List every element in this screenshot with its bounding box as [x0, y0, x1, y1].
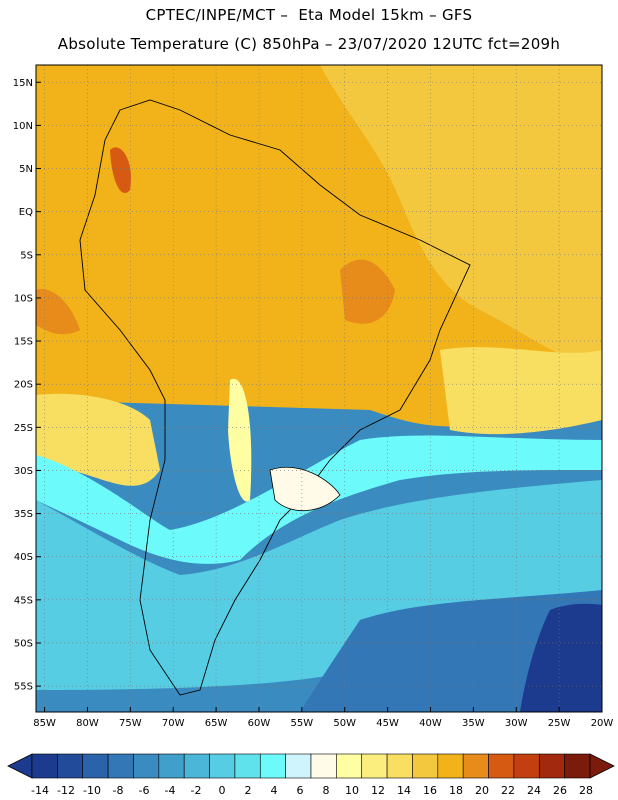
colorbar-swatch	[31, 753, 58, 779]
lon-tick-label: 20W	[591, 718, 614, 729]
colorbar-swatch	[336, 753, 363, 779]
colorbar-swatch	[412, 753, 439, 779]
colorbar-label: -4	[165, 784, 176, 797]
colorbar-swatch	[538, 753, 565, 779]
map-field	[36, 65, 602, 712]
colorbar-label: 6	[297, 784, 304, 797]
lat-tick-label: 10N	[13, 121, 33, 132]
lat-tick-label: 50S	[14, 638, 33, 649]
lat-tick-label: 30S	[14, 466, 33, 477]
lon-tick-label: 85W	[33, 718, 56, 729]
colorbar-label: 26	[553, 784, 567, 797]
lat-tick-label: 25S	[14, 423, 33, 434]
lat-tick-label: 55S	[14, 682, 33, 693]
south-america-coastline	[79, 99, 471, 696]
lon-tick-label: 55W	[291, 718, 314, 729]
lon-tick-label: 70W	[162, 718, 185, 729]
colorbar-label: 14	[397, 784, 411, 797]
colorbar-label: 4	[271, 784, 278, 797]
lat-tick-label: 20S	[14, 380, 33, 391]
chart-title-line1: CPTEC/INPE/MCT – Eta Model 15km – GFS	[145, 6, 473, 24]
colorbar-low-arrow	[7, 753, 33, 779]
colorbar-label: -6	[139, 784, 150, 797]
colorbar-swatch	[564, 753, 591, 779]
colorbar-swatch	[57, 753, 84, 779]
map-gridlines	[36, 65, 603, 712]
chart-title-line2: Absolute Temperature (C) 850hPa – 23/07/…	[57, 35, 561, 53]
colorbar-swatch	[488, 753, 515, 779]
lon-tick-label: 35W	[462, 718, 485, 729]
lon-tick-label: 45W	[376, 718, 399, 729]
colorbar-label: 2	[245, 784, 252, 797]
field-land-yellow	[228, 378, 252, 502]
colorbar-swatch	[183, 753, 210, 779]
latitude-labels: 15N 10N 5N EQ 5S 10S 15S 20S 25S 30S 35S 40S 45S 50S 5…	[13, 78, 33, 693]
longitude-labels: 85W 80W 75W 70W 65W 60W 55W 50W 45W 40W 35W 30W 25W 2…	[33, 718, 613, 729]
colorbar-swatch	[209, 753, 236, 779]
map-frame	[35, 64, 603, 713]
field-subtropic-yellow	[440, 347, 602, 435]
colorbar-label: -14	[31, 784, 49, 797]
lon-tick-label: 65W	[205, 718, 228, 729]
lon-tick-label: 80W	[76, 718, 99, 729]
field-hot-core-andes	[110, 147, 131, 194]
lon-tick-label: 30W	[505, 718, 528, 729]
field-uruguay-area	[269, 466, 341, 512]
colorbar-swatch	[513, 753, 540, 779]
lat-tick-label: 45S	[14, 595, 33, 606]
field-atlantic-warm	[320, 65, 602, 370]
lat-tick-label: 5N	[19, 164, 33, 175]
lon-tick-label: 40W	[419, 718, 442, 729]
colorbar-label: 18	[449, 784, 463, 797]
field-hot-core-pacific	[36, 289, 80, 335]
colorbar-label: 16	[423, 784, 437, 797]
colorbar-label: 8	[323, 784, 330, 797]
colorbar-swatch	[437, 753, 464, 779]
colorbar-swatch	[259, 753, 286, 779]
colorbar-labels: -14 -12 -10 -8 -6 -4 -2 0 2 4 6 8 10 12 14 16 18 20 22 24 26…	[31, 784, 593, 797]
lon-tick-label: 75W	[119, 718, 142, 729]
lat-tick-label: 15S	[14, 337, 33, 348]
colorbar-swatch	[82, 753, 109, 779]
colorbar-label: 0	[219, 784, 226, 797]
colorbar-swatch	[285, 753, 312, 779]
colorbar-label: -10	[83, 784, 101, 797]
colorbar-label: 10	[345, 784, 359, 797]
lon-tick-label: 25W	[548, 718, 571, 729]
colorbar-label: 28	[579, 784, 593, 797]
colorbar-swatch	[133, 753, 160, 779]
colorbar-label: -8	[113, 784, 124, 797]
lat-tick-label: 5S	[20, 250, 33, 261]
lon-tick-label: 60W	[248, 718, 271, 729]
lon-tick-label: 50W	[333, 718, 356, 729]
field-coldest	[520, 603, 602, 712]
colorbar-label: 20	[475, 784, 489, 797]
colorbar-label: -2	[191, 784, 202, 797]
colorbar-label: 22	[501, 784, 515, 797]
colorbar-high-arrow	[589, 753, 615, 779]
lat-tick-label: EQ	[19, 207, 33, 218]
colorbar	[7, 753, 615, 779]
lat-tick-label: 10S	[14, 293, 33, 304]
colorbar-label: 12	[371, 784, 385, 797]
colorbar-label: -12	[57, 784, 75, 797]
colorbar-swatch	[462, 753, 489, 779]
lat-tick-label: 40S	[14, 552, 33, 563]
field-hot-core-brazil	[340, 259, 395, 324]
colorbar-swatch	[158, 753, 185, 779]
lat-tick-label: 15N	[13, 78, 33, 89]
colorbar-swatch	[107, 753, 134, 779]
lat-tick-label: 35S	[14, 509, 33, 520]
colorbar-swatch	[361, 753, 388, 779]
colorbar-label: 24	[527, 784, 541, 797]
field-pacific-yellow	[36, 393, 160, 486]
colorbar-swatch	[310, 753, 337, 779]
colorbar-swatch	[234, 753, 261, 779]
colorbar-swatch	[386, 753, 413, 779]
